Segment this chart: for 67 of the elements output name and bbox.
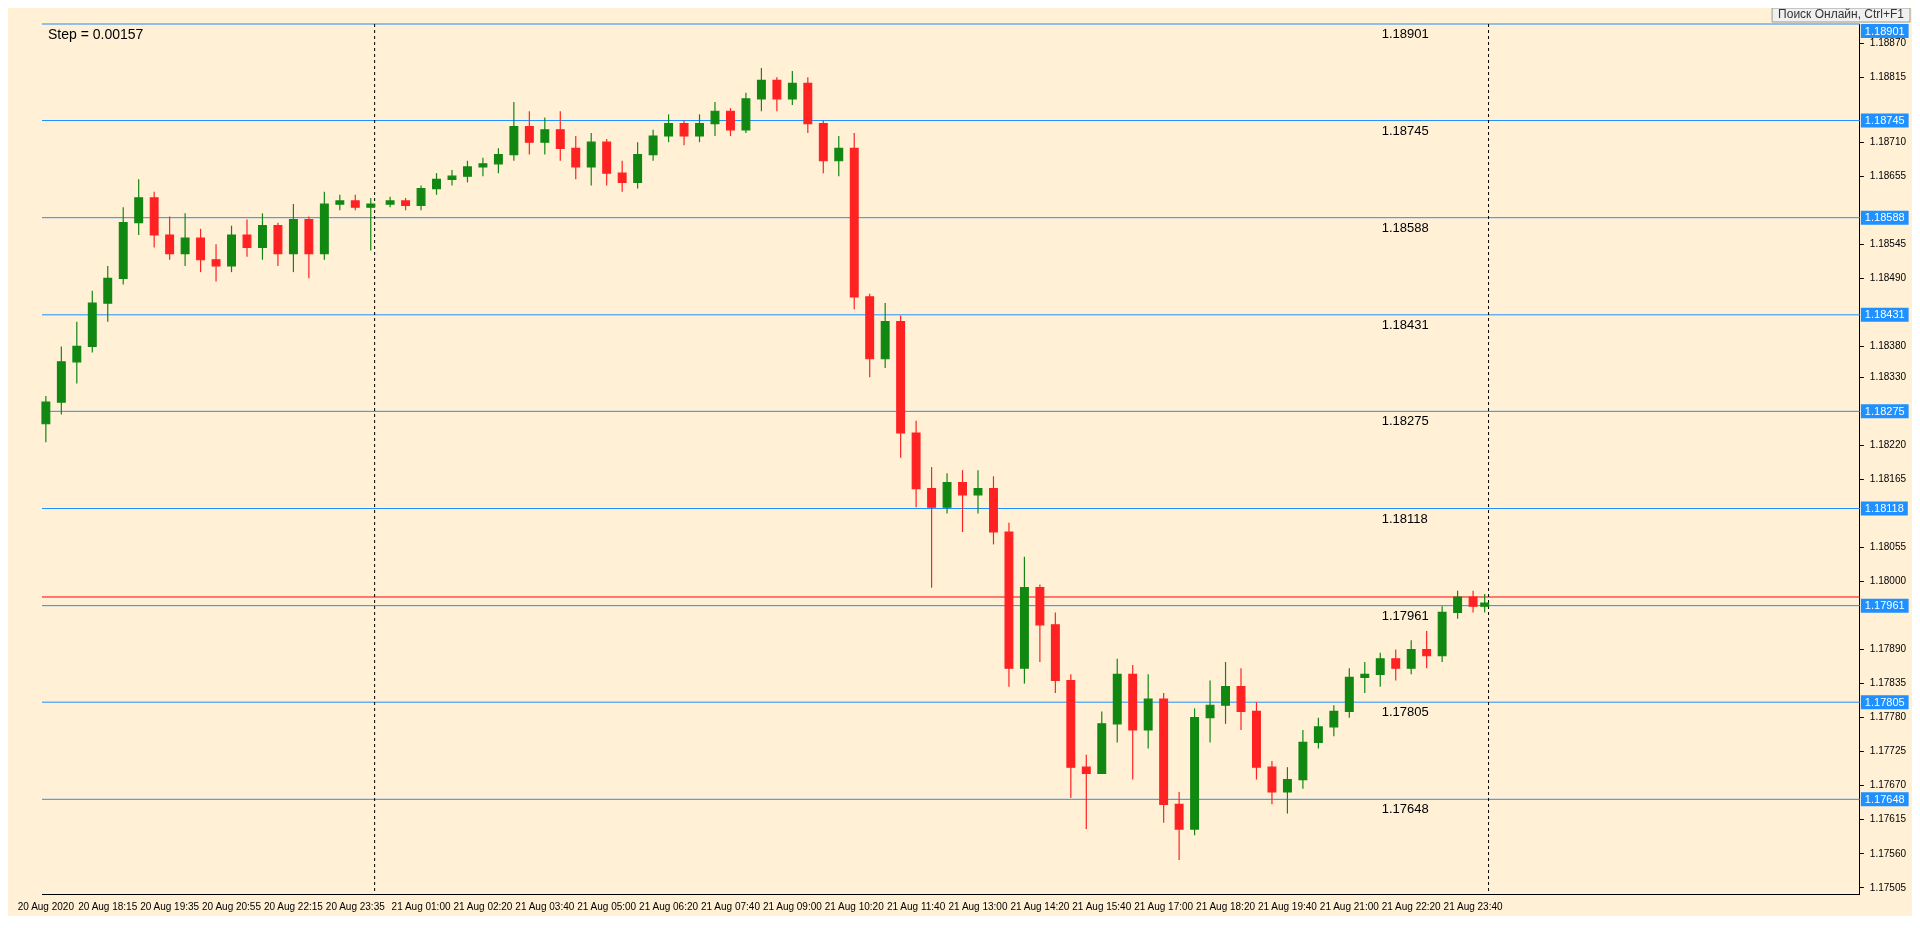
x-tick-label: 21 Aug 05:00 xyxy=(577,900,637,912)
text: 1.17805 xyxy=(1864,695,1905,708)
x-tick-label: 20 Aug 2020 xyxy=(17,900,75,912)
x-tick-label: 21 Aug 18:20 xyxy=(1196,900,1256,912)
y-tick-label: 1.17835 xyxy=(1869,677,1907,689)
text: 1.18431 xyxy=(1864,308,1905,321)
x-tick-label: 21 Aug 23:40 xyxy=(1443,900,1503,912)
x-tick-label: 21 Aug 21:00 xyxy=(1319,900,1380,912)
text: 1.17648 xyxy=(1864,792,1905,805)
ref-line-label: 1.18745 xyxy=(1381,122,1429,138)
x-tick-label: 20 Aug 22:15 xyxy=(263,900,324,912)
x-tick-label: 21 Aug 11:40 xyxy=(887,900,946,912)
text: 1.18118 xyxy=(1864,502,1904,515)
ref-line-label: 1.18588 xyxy=(1381,219,1429,235)
y-tick-label: 1.18380 xyxy=(1869,340,1907,352)
ref-line-label: 1.17805 xyxy=(1381,704,1429,720)
x-tick-label: 21 Aug 19:40 xyxy=(1257,900,1318,912)
y-tick-label: 1.17780 xyxy=(1869,711,1907,723)
ref-line-label: 1.17961 xyxy=(1381,607,1429,623)
y-tick-label: 1.18330 xyxy=(1869,371,1907,383)
y-tick-label: 1.17725 xyxy=(1869,745,1907,757)
ref-line-label: 1.18275 xyxy=(1381,413,1429,429)
x-tick-label: 21 Aug 07:40 xyxy=(700,900,761,912)
x-tick-label: 20 Aug 23:35 xyxy=(325,900,386,912)
text: 1.18745 xyxy=(1864,114,1905,127)
text: 1.18901 xyxy=(1864,24,1905,37)
x-tick-label: 21 Aug 15:40 xyxy=(1072,900,1132,912)
y-tick-label: 1.18490 xyxy=(1869,272,1907,284)
text: Поиск Онлайн, Ctrl+F1 xyxy=(1778,7,1905,22)
text: 1.18588 xyxy=(1864,211,1905,224)
x-tick-label: 21 Aug 13:00 xyxy=(948,900,1008,912)
y-tick-label: 1.18000 xyxy=(1869,575,1907,587)
candlestick xyxy=(462,160,472,184)
ref-line-label: 1.18901 xyxy=(1381,26,1429,42)
y-tick-label: 1.18655 xyxy=(1869,169,1907,181)
y-tick-label: 1.17670 xyxy=(1869,779,1907,791)
ref-line-label: 1.18118 xyxy=(1381,510,1428,526)
y-tick-label: 1.18165 xyxy=(1869,473,1907,485)
text: 1.18275 xyxy=(1864,404,1905,417)
candlestick xyxy=(1221,661,1231,725)
ref-line-label: 1.18431 xyxy=(1381,316,1429,332)
x-tick-label: 21 Aug 06:20 xyxy=(639,900,699,912)
x-tick-label: 20 Aug 20:55 xyxy=(202,900,262,912)
y-tick-label: 1.18220 xyxy=(1869,439,1907,451)
y-tick-label: 1.18545 xyxy=(1869,238,1907,250)
text: 1.17961 xyxy=(1864,599,1905,612)
annotation: Step = 0.00157 xyxy=(48,25,144,42)
x-tick-label: 21 Aug 09:00 xyxy=(762,900,823,912)
x-tick-label: 21 Aug 17:00 xyxy=(1134,900,1194,912)
x-tick-label: 20 Aug 18:15 xyxy=(78,900,138,912)
y-tick-label: 1.17890 xyxy=(1869,643,1907,655)
y-tick-label: 1.18870 xyxy=(1869,36,1907,48)
y-tick-label: 1.17615 xyxy=(1869,813,1907,825)
y-tick-label: 1.17560 xyxy=(1869,847,1907,859)
y-tick-label: 1.18710 xyxy=(1869,135,1907,147)
y-tick-label: 1.17505 xyxy=(1869,881,1907,893)
candlestick xyxy=(258,212,267,261)
y-tick-label: 1.18055 xyxy=(1869,541,1907,553)
x-tick-label: 21 Aug 01:00 xyxy=(391,900,451,912)
y-tick-label: 1.18815 xyxy=(1869,70,1907,82)
x-tick-label: 21 Aug 03:40 xyxy=(515,900,575,912)
x-tick-label: 20 Aug 19:35 xyxy=(140,900,200,912)
ref-line-label: 1.17648 xyxy=(1381,801,1429,817)
x-tick-label: 21 Aug 22:20 xyxy=(1381,900,1442,912)
x-tick-label: 21 Aug 14:20 xyxy=(1010,900,1070,912)
x-tick-label: 21 Aug 10:20 xyxy=(824,900,885,912)
x-tick-label: 21 Aug 02:20 xyxy=(453,900,513,912)
